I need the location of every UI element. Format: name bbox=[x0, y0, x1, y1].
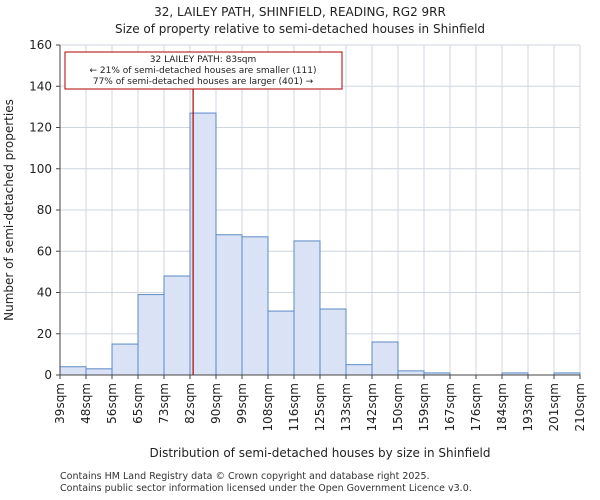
x-tick-label: 176sqm bbox=[469, 383, 483, 431]
annotation-line-1: 32 LAILEY PATH: 83sqm bbox=[150, 55, 257, 65]
histogram-bar bbox=[163, 275, 191, 376]
histogram-bar bbox=[215, 234, 243, 376]
annotation-box: 32 LAILEY PATH: 83sqm ← 21% of semi-deta… bbox=[64, 51, 343, 90]
x-tick-label: 133sqm bbox=[339, 383, 353, 431]
histogram-bar bbox=[267, 310, 295, 376]
annotation-rect bbox=[64, 51, 343, 90]
histogram-bar bbox=[397, 370, 425, 376]
x-tick-label: 108sqm bbox=[261, 383, 275, 431]
y-tick-label: 120 bbox=[29, 121, 52, 135]
y-tick-label: 60 bbox=[37, 244, 52, 258]
x-tick-label: 90sqm bbox=[209, 383, 223, 424]
annotation-line-3: 77% of semi-detached houses are larger (… bbox=[93, 77, 314, 87]
x-tick-label: 210sqm bbox=[573, 383, 587, 431]
y-axis-label: Number of semi-detached properties bbox=[2, 99, 16, 321]
x-tick-labels: 39sqm 48sqm 56sqm 65sqm 73sqm 82sqm 90sqm 99sqm… bbox=[53, 375, 587, 431]
chart-title-line2: Size of property relative to semi-detach… bbox=[115, 22, 485, 36]
x-tick-label: 65sqm bbox=[131, 383, 145, 424]
x-tick-label: 56sqm bbox=[105, 383, 119, 424]
y-tick-label: 80 bbox=[37, 203, 52, 217]
y-tick-label: 100 bbox=[29, 162, 52, 176]
histogram-bar bbox=[319, 308, 347, 376]
y-tick-labels: 0 20 40 60 80 100 120 140 160 bbox=[29, 38, 60, 382]
histogram-bar bbox=[371, 341, 399, 376]
y-tick-label: 20 bbox=[37, 327, 52, 341]
x-tick-label: 73sqm bbox=[157, 383, 171, 424]
footer-line-2: Contains public sector information licen… bbox=[60, 483, 472, 494]
x-axis-label: Distribution of semi-detached houses by … bbox=[150, 446, 491, 460]
x-tick-label: 82sqm bbox=[183, 383, 197, 424]
x-tick-label: 167sqm bbox=[443, 383, 457, 431]
chart-title-line1: 32, LAILEY PATH, SHINFIELD, READING, RG2… bbox=[154, 5, 446, 19]
footer-line-1: Contains HM Land Registry data © Crown c… bbox=[60, 471, 430, 482]
histogram-bar bbox=[137, 294, 165, 376]
x-tick-label: 193sqm bbox=[521, 383, 535, 431]
x-tick-label: 48sqm bbox=[79, 383, 93, 424]
x-tick-label: 99sqm bbox=[235, 383, 249, 424]
histogram-bar bbox=[59, 366, 87, 376]
histogram-bar bbox=[189, 112, 217, 376]
y-tick-label: 140 bbox=[29, 79, 52, 93]
x-tick-label: 125sqm bbox=[313, 383, 327, 431]
y-tick-label: 0 bbox=[44, 368, 52, 382]
x-tick-label: 142sqm bbox=[365, 383, 379, 431]
histogram-bar bbox=[293, 240, 321, 376]
x-tick-label: 116sqm bbox=[287, 383, 301, 431]
x-tick-label: 201sqm bbox=[547, 383, 561, 431]
histogram-bar bbox=[85, 368, 113, 376]
x-tick-label: 184sqm bbox=[495, 383, 509, 431]
y-tick-label: 160 bbox=[29, 38, 52, 52]
x-tick-label: 150sqm bbox=[391, 383, 405, 431]
histogram-bar bbox=[241, 236, 269, 376]
histogram-bar bbox=[111, 343, 139, 376]
annotation-line-2: ← 21% of semi-detached houses are smalle… bbox=[90, 66, 317, 76]
bars-group bbox=[59, 112, 581, 376]
x-tick-label: 159sqm bbox=[417, 383, 431, 431]
x-tick-label: 39sqm bbox=[53, 383, 67, 424]
y-tick-label: 40 bbox=[37, 286, 52, 300]
histogram-bar bbox=[345, 364, 373, 376]
